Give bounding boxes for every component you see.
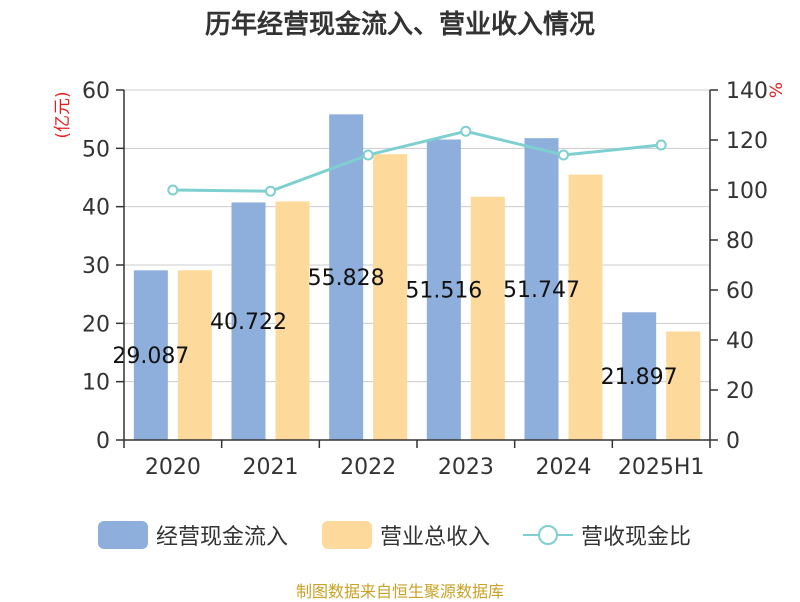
x-tick-label: 2021	[243, 455, 299, 480]
y-right-tick-label: 120	[726, 129, 768, 154]
y-right-tick-label: 100	[726, 179, 768, 204]
x-tick-label: 2020	[145, 455, 201, 480]
y-left-tick-label: 10	[82, 371, 110, 396]
data-label: 51.516	[405, 279, 482, 304]
data-label: 55.828	[308, 266, 385, 291]
legend-swatch-revenue	[322, 521, 372, 549]
bar-revenue	[177, 270, 212, 440]
bar-revenue	[373, 154, 408, 440]
y-left-tick-label: 20	[82, 312, 110, 337]
bar-revenue	[470, 196, 505, 440]
legend-swatch-ratio	[523, 521, 573, 549]
y-left-tick-label: 60	[82, 79, 110, 104]
chart-legend: 经营现金流入 营业总收入 营收现金比	[0, 518, 800, 552]
ratio-point	[362, 149, 374, 161]
legend-label: 经营现金流入	[156, 525, 289, 550]
y-right-tick-label: 20	[726, 379, 754, 404]
y-left-tick-label: 40	[82, 196, 110, 221]
ratio-point	[460, 125, 472, 137]
ratio-point	[265, 185, 276, 197]
y-left-axis-label: (亿元)	[53, 91, 73, 138]
y-left-tick-label: 30	[82, 254, 110, 279]
bar-revenue	[666, 331, 701, 440]
legend-swatch-cash-inflow	[98, 521, 148, 549]
legend-label: 营收现金比	[581, 525, 692, 550]
bar-cash-inflow	[426, 139, 461, 441]
x-tick-label: 2022	[340, 455, 396, 480]
x-tick-label: 2025H1	[618, 455, 705, 480]
ratio-line	[172, 129, 662, 193]
bar-revenue	[568, 174, 603, 441]
y-right-tick-label: 140	[726, 79, 768, 104]
bar-revenue	[275, 201, 310, 440]
y-left-tick-label: 50	[82, 137, 110, 162]
y-left-tick-label: 0	[96, 429, 110, 454]
data-label: 40.722	[210, 310, 287, 335]
legend-item-cash-inflow[interactable]: 经营现金流入	[98, 518, 288, 552]
x-tick-label: 2023	[438, 455, 494, 480]
x-tick-label: 2024	[536, 455, 592, 480]
y-right-tick-label: 0	[726, 429, 740, 454]
source-note: 制图数据来自恒生聚源数据库	[295, 582, 504, 601]
legend-item-ratio[interactable]: 营收现金比	[523, 518, 691, 552]
bar-cash-inflow	[524, 138, 559, 440]
y-right-tick-label: 40	[726, 329, 754, 354]
y-right-tick-label: 60	[726, 279, 754, 304]
y-right-tick-label: 80	[726, 229, 754, 254]
bar-cash-inflow	[231, 202, 266, 440]
ratio-point	[558, 149, 569, 161]
data-label: 51.747	[503, 278, 580, 303]
data-label: 21.897	[601, 365, 678, 390]
legend-item-revenue[interactable]: 营业总收入	[322, 518, 490, 552]
data-label: 29.087	[112, 344, 189, 369]
bar-cash-inflow	[622, 312, 657, 440]
y-right-axis-label: %	[767, 82, 787, 98]
ratio-point	[655, 139, 667, 151]
ratio-point	[167, 184, 179, 196]
bar-cash-inflow	[133, 270, 168, 440]
legend-label: 营业总收入	[380, 525, 491, 550]
chart-title: 历年经营现金流入、营业收入情况	[204, 10, 595, 40]
